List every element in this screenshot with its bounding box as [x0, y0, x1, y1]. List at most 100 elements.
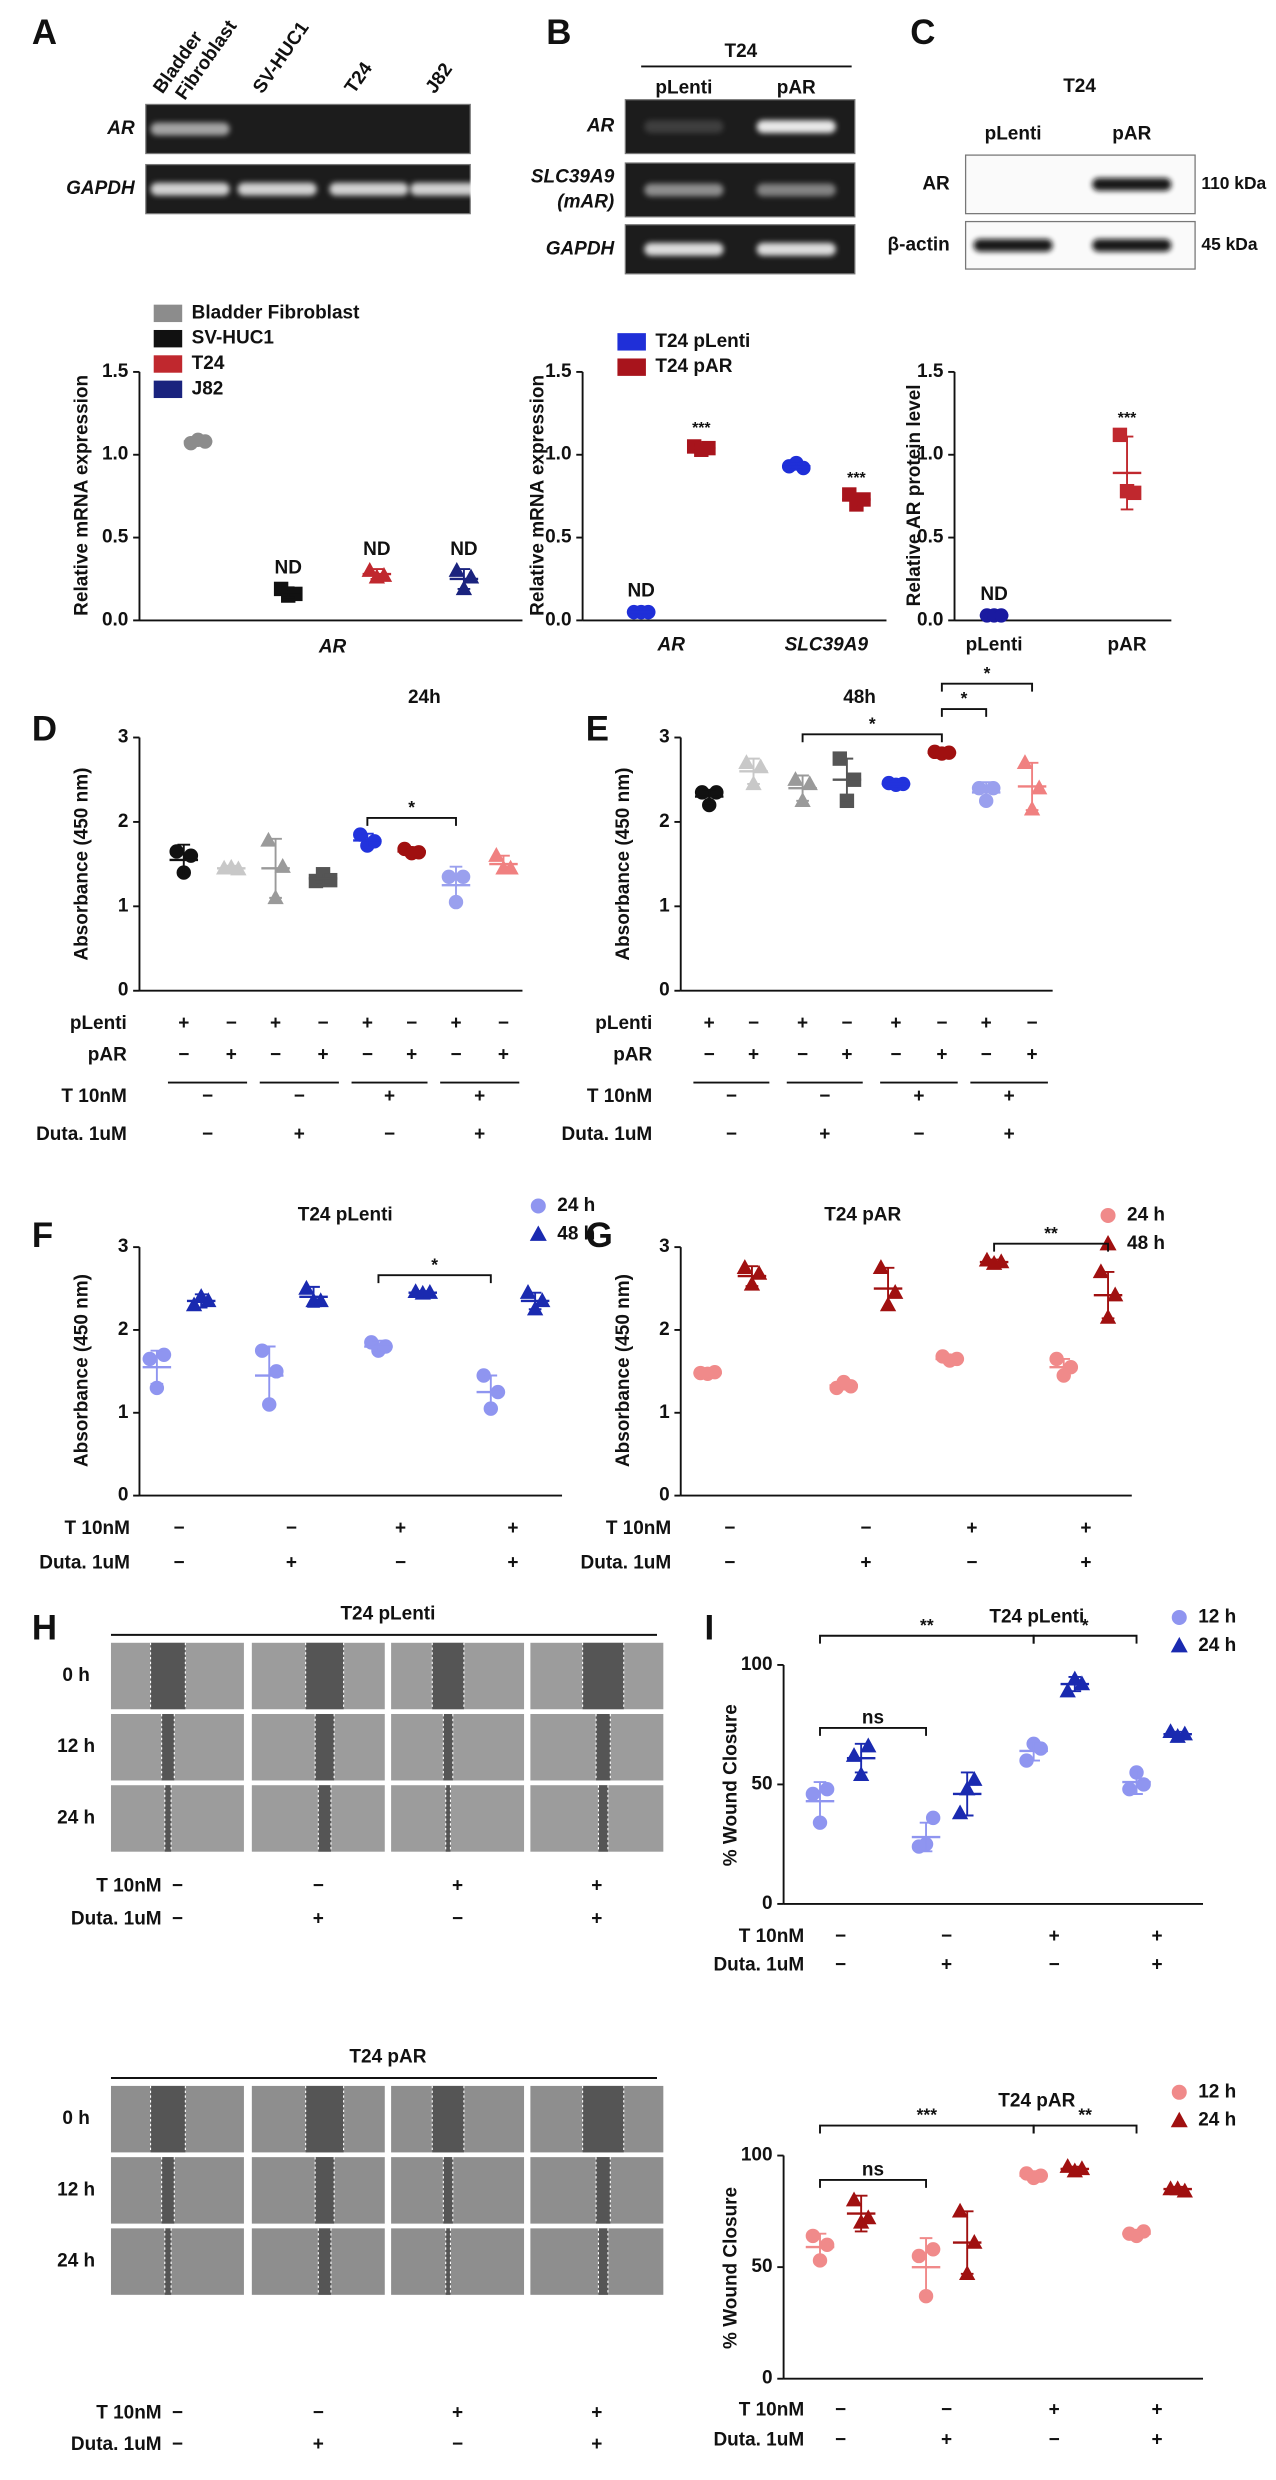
wound-gap [164, 1785, 172, 1852]
condition-value: − [981, 1045, 992, 1066]
condition-value: − [286, 1518, 297, 1539]
gel-band [237, 182, 317, 196]
panel-label: D [32, 709, 57, 748]
legend-label: T24 pAR [655, 356, 732, 377]
condition-value: − [318, 1013, 329, 1034]
y-tick-label: 0 [762, 2368, 773, 2389]
condition-value: − [835, 1955, 846, 1976]
legend-label: 24 h [1127, 1204, 1165, 1225]
significance-bracket [366, 816, 457, 826]
gel-band [756, 242, 836, 256]
condition-value: + [452, 1876, 463, 1897]
condition-value: − [202, 1124, 213, 1145]
gel-row-label: β-actin [888, 234, 950, 255]
gel-band [1092, 238, 1172, 252]
significance-label: * [961, 688, 968, 708]
wound-gap [598, 1785, 608, 1852]
legend-label: T24 [192, 353, 225, 374]
annotation: ND [363, 539, 390, 560]
time-label: 24 h [57, 1807, 95, 1828]
condition-value: − [406, 1013, 417, 1034]
x-tick-label: pAR [1108, 635, 1147, 656]
y-tick-label: 0.0 [917, 609, 943, 630]
condition-value: + [406, 1045, 417, 1066]
gel-row-label: SLC39A9 [531, 166, 615, 187]
legend-label: SV-HUC1 [192, 328, 275, 349]
condition-value: + [270, 1013, 281, 1034]
annotation: ND [275, 557, 302, 578]
y-axis-label: Absorbance (450 nm) [613, 1274, 634, 1467]
condition-value: + [591, 1876, 602, 1897]
condition-label: Duta. 1uM [581, 1553, 672, 1574]
micrograph [391, 1714, 525, 1781]
point [951, 2202, 969, 2218]
y-axis-label: Relative mRNA expression [527, 375, 548, 616]
condition-label: T 10nM [61, 1086, 126, 1107]
legend-label: Bladder Fibroblast [192, 302, 360, 323]
condition-value: − [966, 1553, 977, 1574]
panel-label: H [32, 1608, 57, 1647]
wound-gap [305, 2085, 344, 2153]
significance-bracket [819, 2124, 1035, 2134]
point [1100, 1207, 1116, 1223]
panel-title: T24 pLenti [340, 1603, 435, 1624]
point [519, 1284, 537, 1299]
significance-label: ** [920, 1615, 934, 1635]
condition-label: T 10nM [65, 1518, 130, 1539]
y-axis-label: Absorbance (450 nm) [72, 768, 93, 961]
gel-row-label: AR [922, 173, 950, 194]
chart-title: T24 pAR [998, 2091, 1075, 2112]
wound-gap [150, 1642, 186, 1710]
condition-value: + [591, 1909, 602, 1930]
condition-label: pLenti [595, 1013, 652, 1034]
significance-bracket [801, 733, 943, 743]
point [1170, 1636, 1188, 1653]
panel-title: T24 pAR [349, 2046, 426, 2067]
condition-value: − [313, 2403, 324, 2424]
point [1171, 2084, 1187, 2100]
annotation: *** [847, 470, 866, 487]
point [1171, 1609, 1187, 1625]
point [787, 771, 804, 786]
gel-band [150, 182, 230, 196]
condition-value: + [384, 1086, 395, 1107]
x-tick-label: SLC39A9 [785, 635, 869, 656]
condition-value: − [172, 1909, 183, 1930]
significance-label: ** [1044, 1223, 1058, 1243]
y-tick-label: 3 [659, 1236, 670, 1257]
point [860, 1737, 877, 1753]
point [1170, 2111, 1188, 2128]
point [142, 1351, 157, 1367]
y-tick-label: 0.5 [917, 527, 944, 548]
legend-label: 24 h [557, 1195, 595, 1216]
y-axis-label: % Wound Closure [720, 1704, 741, 1866]
wound-gap [432, 1642, 464, 1710]
legend-label: 12 h [1198, 1606, 1236, 1627]
panel-label: I [704, 1608, 714, 1647]
gel-header: T24 [725, 41, 758, 62]
condition-value: + [1049, 1926, 1060, 1947]
condition-label: Duta. 1uM [713, 2429, 804, 2450]
legend-swatch [617, 333, 646, 351]
significance-bracket [940, 708, 988, 717]
condition-value: − [726, 1124, 737, 1145]
condition-value: − [724, 1553, 735, 1574]
y-tick-label: 1 [118, 895, 129, 916]
point [441, 869, 457, 884]
condition-value: + [819, 1124, 830, 1145]
point [925, 2242, 941, 2257]
condition-value: + [1080, 1518, 1091, 1539]
condition-value: + [313, 2434, 324, 2455]
wound-gap [164, 2228, 172, 2295]
y-tick-label: 1.5 [545, 361, 572, 382]
condition-label: Duta. 1uM [36, 1124, 127, 1145]
condition-value: − [1027, 1013, 1038, 1034]
legend-label: 24 h [1198, 1635, 1236, 1656]
condition-value: + [507, 1553, 518, 1574]
annotation: ND [450, 539, 477, 560]
significance-label: * [1082, 1615, 1089, 1635]
y-tick-label: 0 [118, 1485, 129, 1506]
time-label: 12 h [57, 2179, 95, 2200]
y-tick-label: 100 [741, 2145, 773, 2166]
x-tick-label: AR [657, 635, 686, 656]
